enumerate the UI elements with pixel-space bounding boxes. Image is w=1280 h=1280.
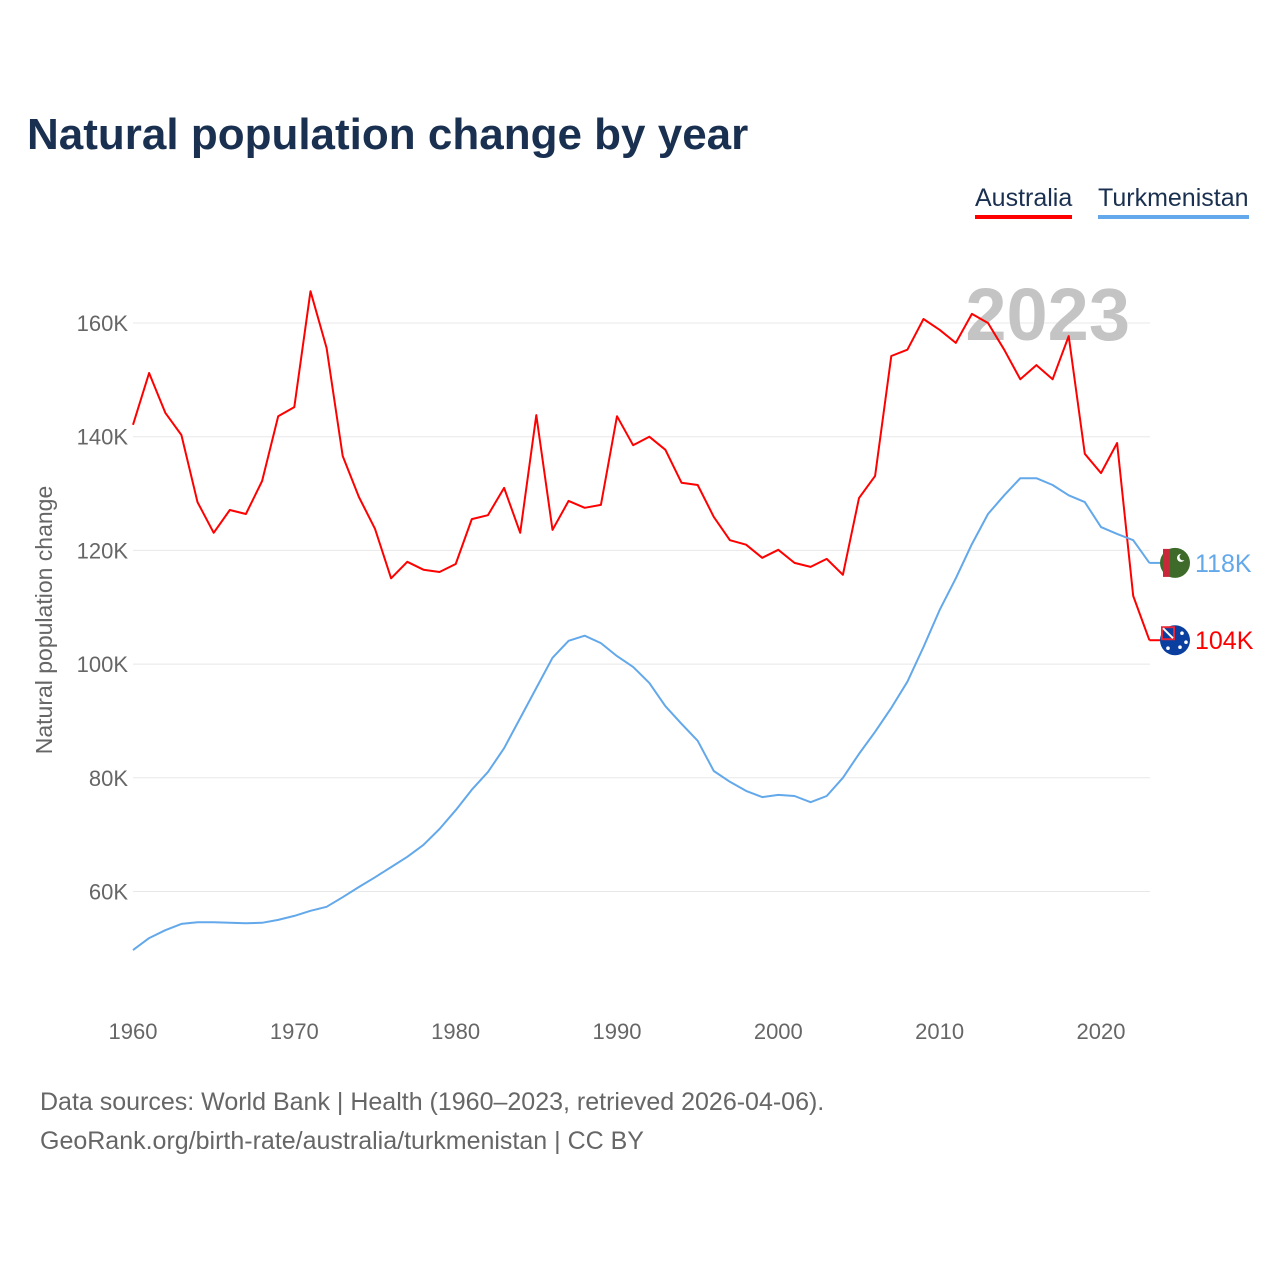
y-tick-label: 160K: [77, 311, 129, 336]
x-tick-label: 2020: [1077, 1019, 1126, 1044]
chart-title: Natural population change by year: [27, 110, 749, 159]
y-axis-label: Natural population change: [31, 486, 57, 755]
end-value-label-australia: 104K: [1195, 627, 1254, 655]
legend-item-turkmenistan[interactable]: Turkmenistan: [1098, 184, 1249, 219]
series-line-turkmenistan: [132, 477, 1151, 951]
x-tick-label: 1990: [593, 1019, 642, 1044]
end-value-label-turkmenistan: 118K: [1195, 550, 1252, 578]
australia-flag-icon: [1160, 625, 1190, 656]
y-tick-label: 140K: [77, 425, 129, 450]
y-tick-label: 60K: [89, 880, 128, 905]
x-tick-label: 1980: [431, 1019, 480, 1044]
x-tick-label: 1960: [109, 1019, 158, 1044]
footer-sources: Data sources: World Bank | Health (1960–…: [40, 1088, 825, 1116]
x-tick-label: 1970: [270, 1019, 319, 1044]
y-tick-label: 80K: [89, 766, 128, 791]
x-tick-label: 2000: [754, 1019, 803, 1044]
series-line-australia: [132, 290, 1151, 641]
legend-item-australia[interactable]: Australia: [975, 184, 1073, 219]
x-tick-label: 2010: [915, 1019, 964, 1044]
year-watermark: 2023: [965, 273, 1130, 356]
y-tick-label: 120K: [77, 538, 129, 563]
footer-credit: GeoRank.org/birth-rate/australia/turkmen…: [40, 1127, 644, 1155]
turkmenistan-flag-icon: [1160, 547, 1190, 578]
y-tick-label: 100K: [77, 652, 129, 677]
